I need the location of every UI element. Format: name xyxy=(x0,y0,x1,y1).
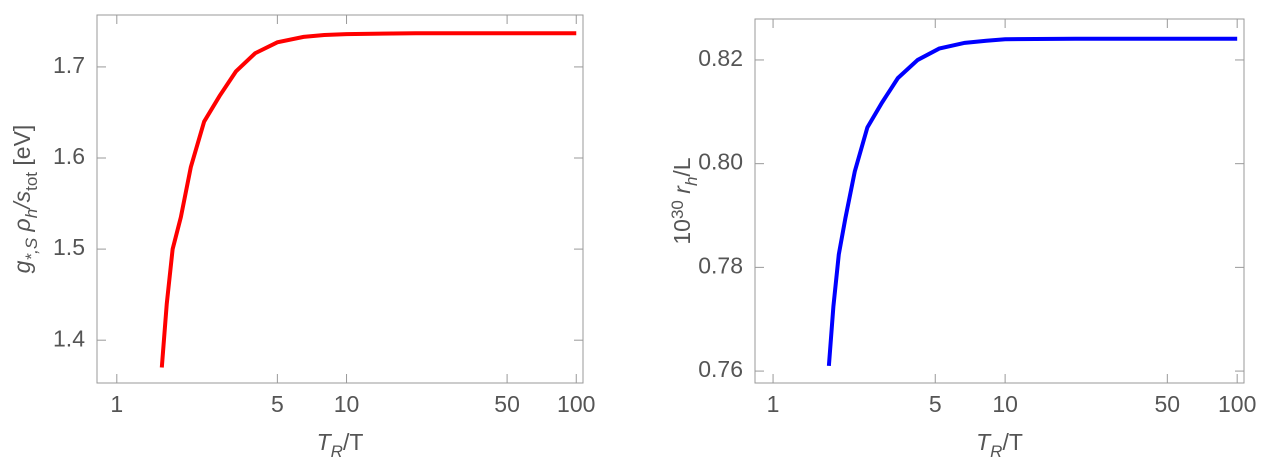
y-axis-label: g*,S ρh/stot [eV] xyxy=(9,125,41,274)
line-series xyxy=(826,36,1238,367)
x-axis-label: TR/T xyxy=(976,429,1023,461)
label-part: T xyxy=(317,429,333,455)
x-tick-label: 1 xyxy=(767,391,780,417)
label-part: /T xyxy=(1002,429,1022,455)
plot-frame xyxy=(96,14,584,384)
label-part: r xyxy=(669,185,695,200)
label-part: h xyxy=(682,177,701,186)
label-part: /T xyxy=(343,429,363,455)
label-part: R xyxy=(331,442,343,461)
x-tick-label: 5 xyxy=(271,391,284,417)
x-axis-label: TR/T xyxy=(317,429,364,461)
label-part: /s xyxy=(9,190,35,210)
y-tick-label: 0.82 xyxy=(698,45,743,71)
label-part: /L xyxy=(669,157,695,176)
x-tick-label: 5 xyxy=(929,391,942,417)
y-tick-label: 1.6 xyxy=(53,143,85,169)
x-tick-label: 1 xyxy=(110,391,123,417)
chart: 1 5 10 50 100 1.4 1.5 1.6 1.7 TR/T g*,S ρh/stot [e… xyxy=(9,14,595,461)
x-tick-label: 100 xyxy=(1218,391,1256,417)
plot-frame xyxy=(754,18,1245,384)
label-part: 30 xyxy=(668,200,687,219)
y-tick-label: 1.7 xyxy=(53,52,85,78)
label-part: T xyxy=(976,429,992,455)
label-part: h xyxy=(22,209,41,218)
label-part: tot xyxy=(22,172,41,191)
label-part: 10 xyxy=(669,219,695,245)
x-tick-label: 10 xyxy=(992,391,1018,417)
y-tick-label: 0.76 xyxy=(698,356,743,382)
line-series xyxy=(159,31,577,368)
y-tick-label: 0.80 xyxy=(698,149,743,175)
label-part: R xyxy=(990,442,1002,461)
x-tick-label: 50 xyxy=(494,391,520,417)
x-tick-label: 100 xyxy=(557,391,595,417)
x-tick-label: 50 xyxy=(1155,391,1181,417)
y-axis-label: 1030 rh/L xyxy=(668,157,701,244)
y-tick-label: 0.78 xyxy=(698,252,743,278)
x-tick-label: 10 xyxy=(334,391,360,417)
label-part: [eV] xyxy=(9,125,35,172)
label-part: g xyxy=(9,260,35,273)
label-part: ρ xyxy=(9,218,35,238)
label-part: *,S xyxy=(22,237,41,260)
y-tick-label: 1.4 xyxy=(53,325,85,351)
y-tick-label: 1.5 xyxy=(53,234,85,260)
